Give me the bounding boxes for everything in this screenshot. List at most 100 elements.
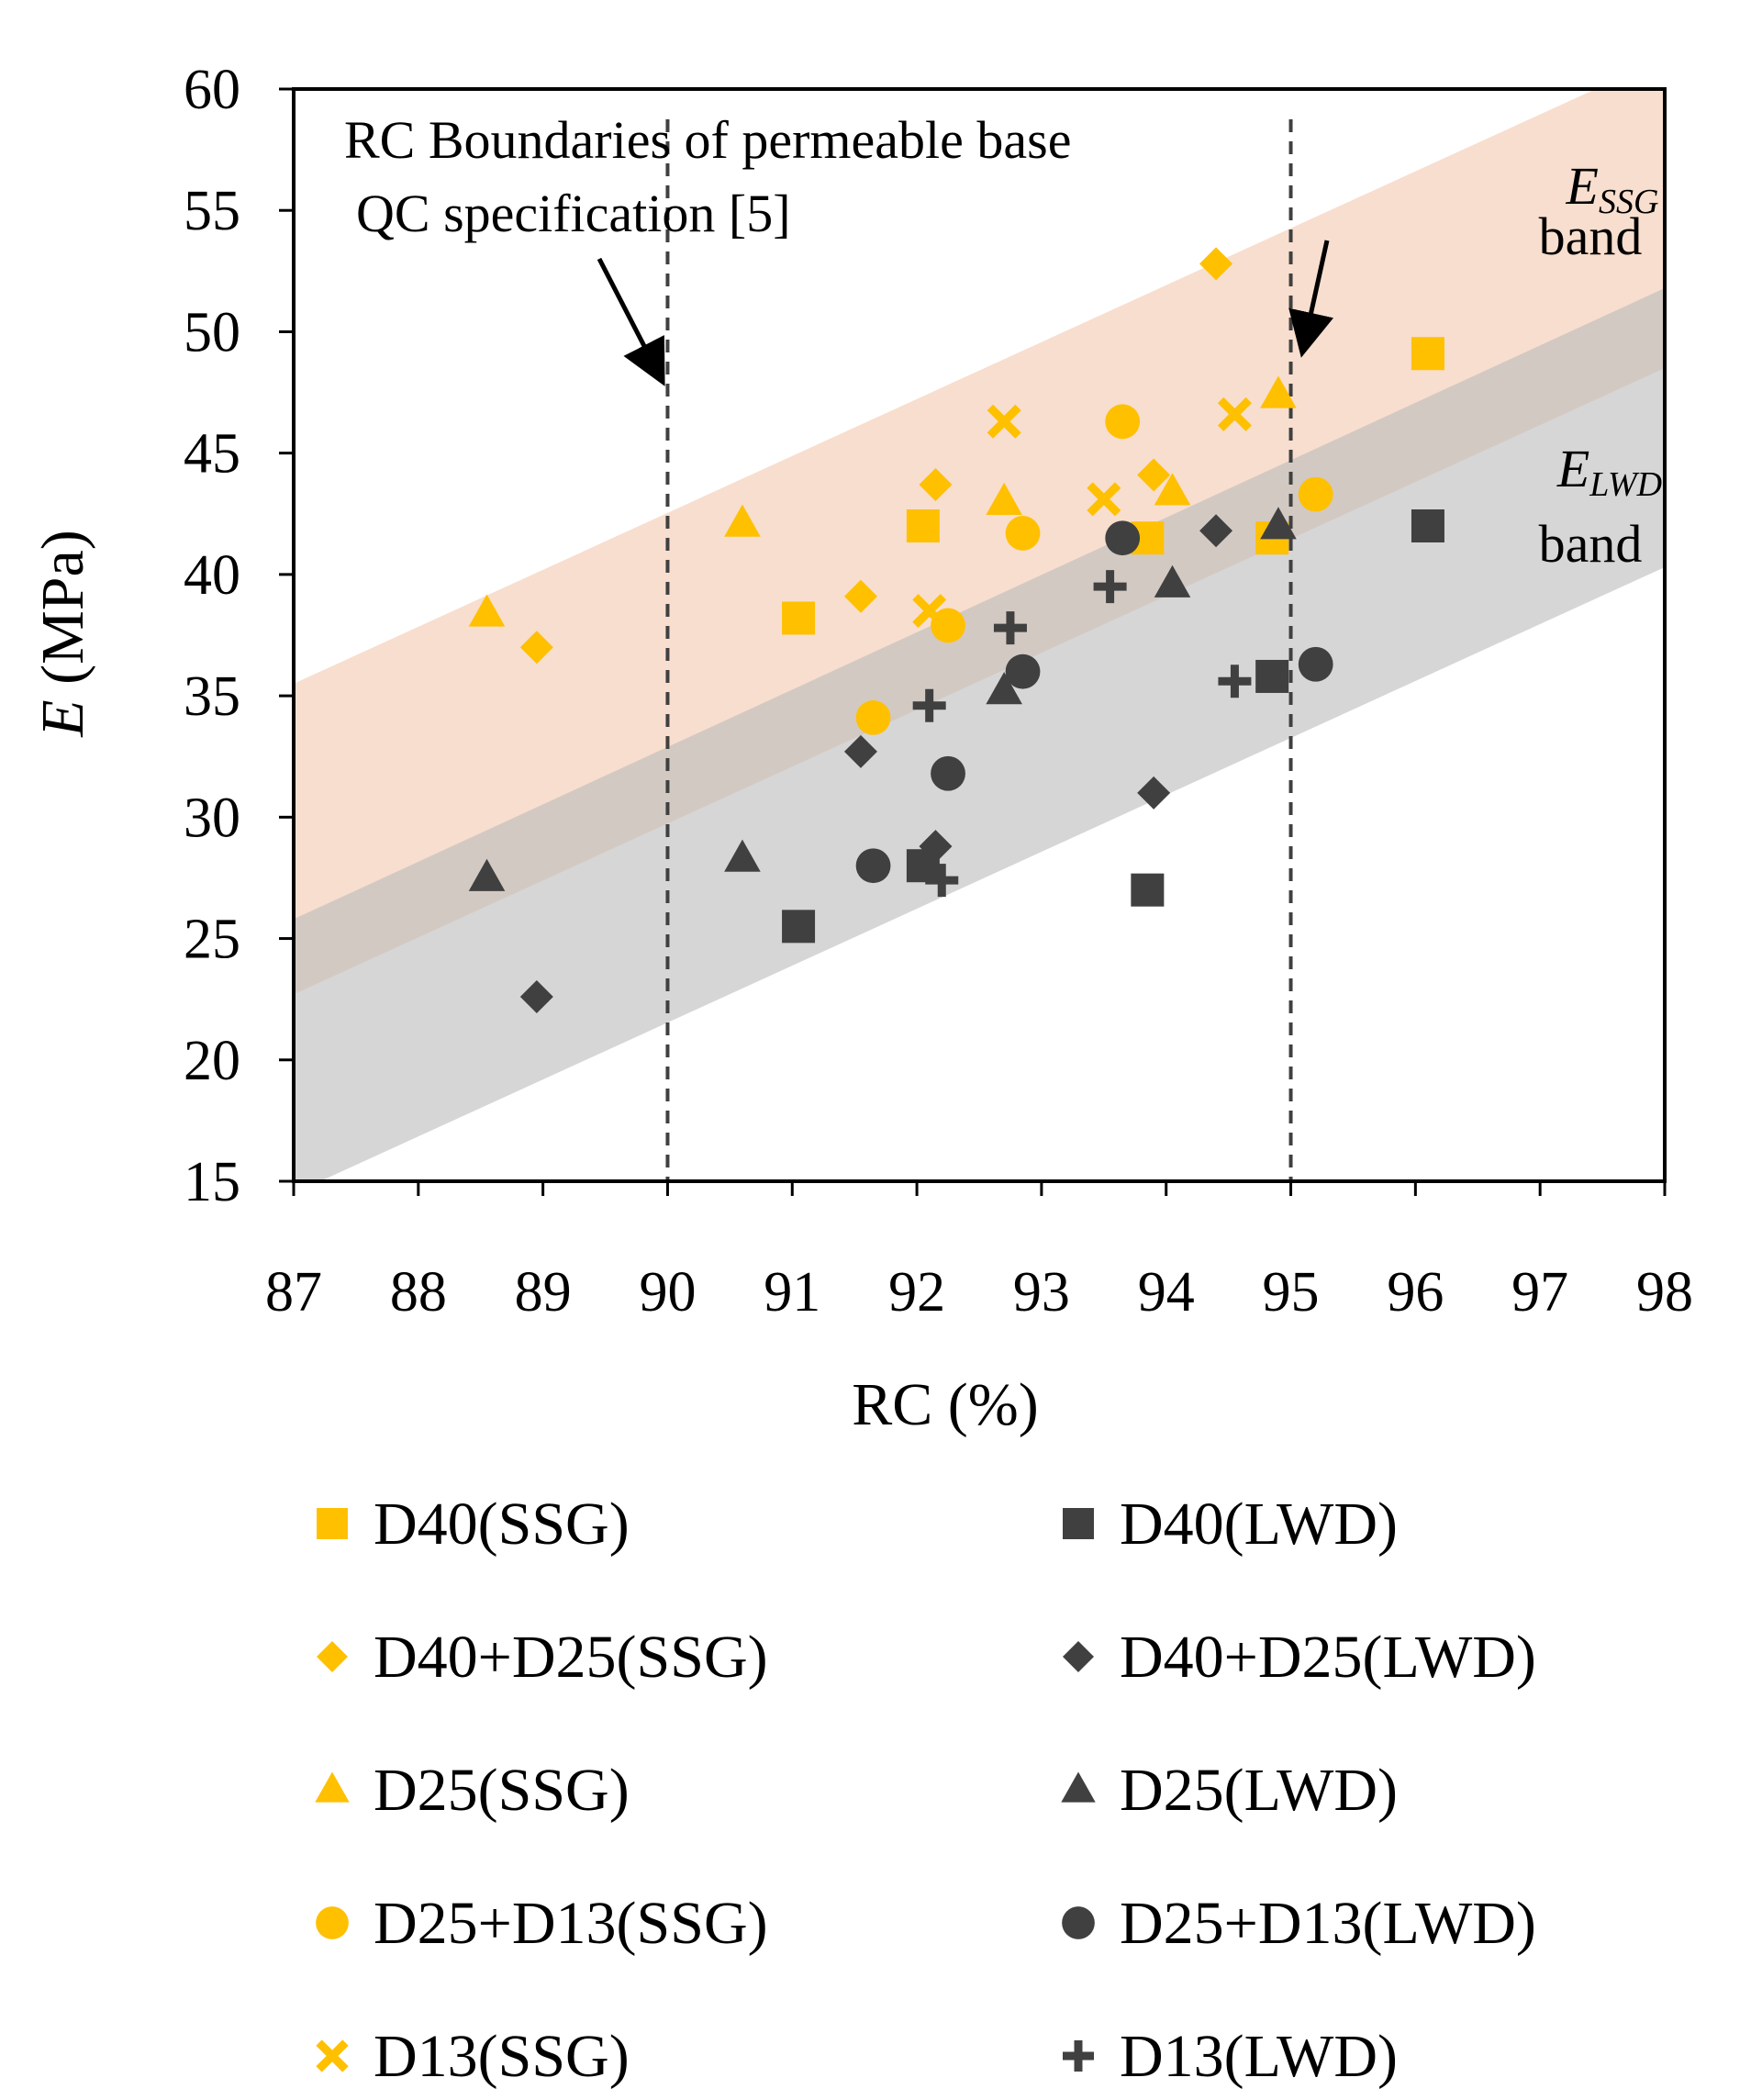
legend-marker [1062,1906,1095,1939]
data-point [931,755,965,791]
legend-item: D25+D13(LWD) [1062,1890,1536,1957]
legend-marker [1063,1641,1094,1672]
data-point [1137,776,1171,810]
legend-marker [1063,1508,1094,1539]
data-point [987,404,1021,439]
data-point [912,594,947,629]
data-point [843,579,877,613]
data-point [986,482,1022,515]
data-point [993,611,1027,645]
data-point [925,864,959,898]
data-point [1298,646,1333,682]
data-point [782,601,816,635]
legend-marker [317,1508,348,1539]
data-point [1298,476,1333,512]
data-point [782,910,816,944]
legend-marker [316,2039,349,2072]
data-point [1105,520,1141,556]
data-point [1255,659,1289,693]
legend-item: D13(SSG) [316,2023,630,2090]
elwd-band [294,287,1665,1181]
elwd-band-label: ELWD [1556,439,1662,504]
x-tick-label: 90 [639,1261,696,1324]
data-point [855,700,891,735]
data-point [1260,507,1297,540]
y-tick-label: 20 [184,1030,240,1092]
data-point [1199,514,1233,548]
data-point [1005,516,1041,551]
x-tick-label: 96 [1387,1261,1444,1324]
legend-label: D25+D13(SSG) [374,1890,768,1957]
legend-label: D40(SSG) [374,1491,630,1558]
data-point [1154,564,1191,598]
legend-marker [1063,2040,1094,2072]
legend-item: D13(LWD) [1063,2023,1398,2090]
legend-label: D40(LWD) [1120,1491,1398,1558]
data-point [1131,873,1165,907]
legend-label: D40+D25(LWD) [1120,1624,1536,1691]
data-point [1154,473,1191,506]
legend-item: D25(SSG) [315,1757,630,1824]
data-point [1217,397,1252,431]
series-d25-ssg- [468,375,1297,627]
data-point [986,672,1022,705]
data-point [843,734,877,768]
x-tick-label: 87 [265,1261,322,1324]
data-point [1411,509,1444,542]
series-d40-d25-ssg- [519,247,1233,665]
legend-marker [315,1771,350,1803]
series-d13-lwd- [912,570,1252,898]
x-tick-label: 89 [515,1261,572,1324]
data-point [1218,665,1252,698]
series-d25-d13-lwd- [855,520,1333,884]
data-point [724,504,761,537]
data-point [912,688,946,722]
legend-item: D40+D25(LWD) [1063,1624,1536,1691]
legend-label: D13(SSG) [374,2023,630,2090]
plot-frame [292,87,1667,1183]
series-d25-lwd- [468,507,1297,891]
y-tick-label: 40 [184,544,240,607]
data-point [1199,247,1233,281]
data-point [468,594,506,627]
data-point [1260,375,1297,408]
y-axis-title: E (MPa) [29,530,96,737]
legend-label: D25(SSG) [374,1757,630,1824]
boundary-annotation-line2: QC specification [5] [356,184,791,243]
data-point [1093,570,1127,604]
legend-item: D25+D13(SSG) [316,1890,768,1957]
boundary-arrow-left [597,257,665,386]
x-tick-label: 97 [1511,1261,1568,1324]
y-tick-label: 15 [184,1151,240,1213]
series-d13-ssg- [912,397,1252,629]
data-point [906,509,940,542]
x-tick-label: 93 [1013,1261,1070,1324]
x-tick-label: 94 [1138,1261,1195,1324]
data-point [919,830,953,864]
data-point [1087,482,1121,517]
data-point [919,468,953,502]
series-d40-lwd- [782,509,1444,944]
data-point [1105,404,1141,440]
x-tick-label: 98 [1636,1261,1693,1324]
legend-item: D40(LWD) [1063,1491,1398,1558]
essg-band-word: band [1539,207,1643,266]
y-tick-label: 25 [184,909,240,971]
data-point [1005,653,1041,689]
legend-item: D40+D25(SSG) [317,1624,768,1691]
legend-marker [1061,1771,1096,1803]
series-d25-d13-ssg- [855,404,1333,735]
y-tick-label: 60 [184,59,240,121]
data-point [1137,458,1171,492]
boundary-annotation-line1: RC Boundaries of permeable base [344,110,1071,170]
legend-item: D40(SSG) [317,1491,630,1558]
y-tick-label: 45 [184,423,240,486]
y-tick-label: 50 [184,301,240,363]
legend-marker [316,1906,349,1939]
legend-label: D25(LWD) [1120,1757,1398,1824]
x-tick-label: 88 [390,1261,447,1324]
legend-item: D25(LWD) [1061,1757,1398,1824]
data-point [519,980,553,1014]
legend-label: D25+D13(LWD) [1120,1890,1536,1957]
